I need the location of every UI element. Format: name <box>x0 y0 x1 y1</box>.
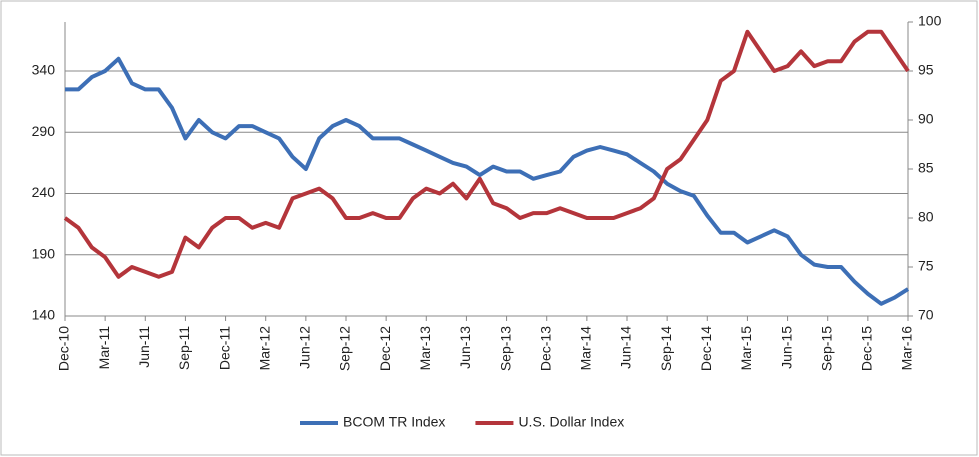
legend-label: BCOM TR Index <box>343 414 445 430</box>
series-line <box>65 56 910 306</box>
x-tick-label: Jun-13 <box>457 326 473 369</box>
x-tick-label: Jun-12 <box>297 326 313 369</box>
x-tick-label: Mar-16 <box>899 326 915 371</box>
x-tick-label: Dec-11 <box>216 326 232 370</box>
y2-tick-label: 100 <box>918 13 942 29</box>
y-tick-label: 240 <box>32 184 56 200</box>
y2-tick-label: 90 <box>918 111 934 127</box>
y-tick-label: 140 <box>32 307 56 323</box>
legend-label: U.S. Dollar Index <box>518 414 624 430</box>
x-tick-label: Dec-13 <box>537 326 553 371</box>
y-tick-label: 290 <box>32 123 56 139</box>
x-tick-label: Sep-13 <box>497 326 513 371</box>
x-tick-label: Sep-15 <box>818 326 834 371</box>
y2-tick-label: 70 <box>918 307 934 323</box>
x-tick-label: Mar-13 <box>417 326 433 371</box>
x-tick-label: Mar-15 <box>738 326 754 371</box>
x-tick-label: Mar-12 <box>256 326 272 371</box>
y-tick-label: 340 <box>32 62 56 78</box>
y2-tick-label: 75 <box>918 258 934 274</box>
y2-tick-label: 85 <box>918 160 934 176</box>
series-line <box>63 29 910 279</box>
x-tick-label: Dec-15 <box>859 326 875 371</box>
x-tick-label: Dec-14 <box>698 326 714 371</box>
x-tick-label: Dec-12 <box>377 326 393 371</box>
x-tick-label: Mar-14 <box>578 326 594 371</box>
x-tick-label: Jun-14 <box>618 326 634 369</box>
y2-tick-label: 95 <box>918 62 934 78</box>
y-tick-label: 190 <box>32 245 56 261</box>
x-tick-label: Sep-14 <box>658 326 674 371</box>
x-tick-label: Jun-11 <box>136 326 152 368</box>
x-tick-label: Dec-10 <box>56 326 72 371</box>
x-tick-label: Mar-11 <box>96 326 112 370</box>
x-tick-label: Sep-12 <box>337 326 353 371</box>
y2-tick-label: 80 <box>918 209 934 225</box>
x-tick-label: Sep-11 <box>176 326 192 370</box>
x-tick-label: Jun-15 <box>778 326 794 369</box>
